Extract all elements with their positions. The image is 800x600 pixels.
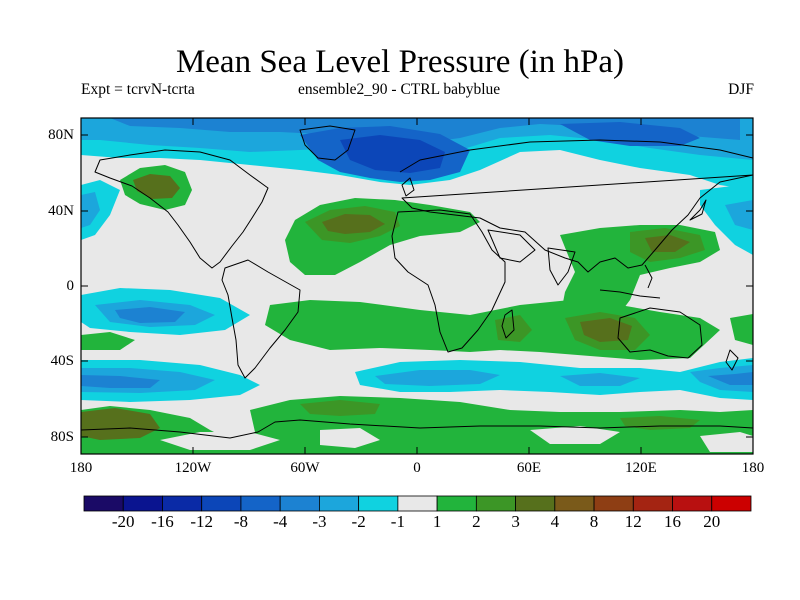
colorbar-swatch [201, 495, 242, 512]
colorbar-swatch [475, 495, 516, 512]
colorbar [83, 495, 752, 512]
colorbar-tick-label: -1 [390, 512, 405, 531]
colorbar-tick-label: -2 [351, 512, 366, 531]
colorbar-swatch [672, 495, 713, 512]
colorbar-tick-label: -4 [273, 512, 288, 531]
colorbar-swatch [279, 495, 320, 512]
colorbar-tick-label: 20 [703, 512, 721, 531]
lon-label-0: 0 [413, 460, 421, 476]
colorbar-swatch [162, 495, 203, 512]
colorbar-swatch [240, 495, 281, 512]
experiment-label: Expt = tcrvN-tcrta [81, 81, 195, 98]
lon-label-180w: 180 [69, 460, 93, 476]
map-plot-area [81, 118, 753, 454]
colorbar-swatch [397, 495, 438, 512]
lon-label-180e: 180 [741, 460, 765, 476]
colorbar-tick-label: -12 [190, 512, 214, 531]
axis-ticks [80, 118, 754, 454]
colorbar-tick-label: -3 [312, 512, 327, 531]
lat-label-40n: 40N [48, 203, 74, 219]
colorbar-swatch [319, 495, 360, 512]
colorbar-swatch [515, 495, 556, 512]
lat-label-eq: 0 [66, 278, 75, 294]
colorbar-tick-label: -8 [233, 512, 249, 531]
colorbar-swatch [593, 495, 634, 512]
colorbar-swatch [711, 495, 752, 512]
colorbar-tick-label: 12 [624, 512, 642, 531]
colorbar-tick-label: 16 [664, 512, 682, 531]
lon-label-60e: 60E [516, 460, 542, 476]
colorbar-swatch [83, 495, 124, 512]
colorbar-swatch [122, 495, 163, 512]
colorbar-tick-label: 2 [472, 512, 481, 531]
colorbar-swatch [358, 495, 399, 512]
map-title: Mean Sea Level Pressure (in hPa) [175, 44, 625, 80]
colorbar-tick-label: -16 [151, 512, 174, 531]
colorbar-swatch [436, 495, 477, 512]
colorbar-swatch [554, 495, 595, 512]
lat-label-80s: 80S [50, 429, 74, 445]
ensemble-label: ensemble2_90 - CTRL babyblue [298, 81, 501, 98]
colorbar-tick-label: 3 [511, 512, 520, 531]
season-label: DJF [728, 81, 754, 98]
lat-label-80n: 80N [48, 127, 74, 143]
colorbar-tick-label: 1 [432, 512, 442, 531]
colorbar-tick-label: -20 [111, 512, 135, 531]
lat-label-40s: 40S [50, 353, 74, 369]
lon-label-60w: 60W [290, 460, 320, 476]
lon-label-120w: 120W [174, 460, 212, 476]
colorbar-tick-label: 8 [589, 512, 599, 531]
colorbar-tick-label: 4 [550, 512, 560, 531]
colorbar-swatch [632, 495, 673, 512]
lon-label-120e: 120E [625, 460, 657, 476]
